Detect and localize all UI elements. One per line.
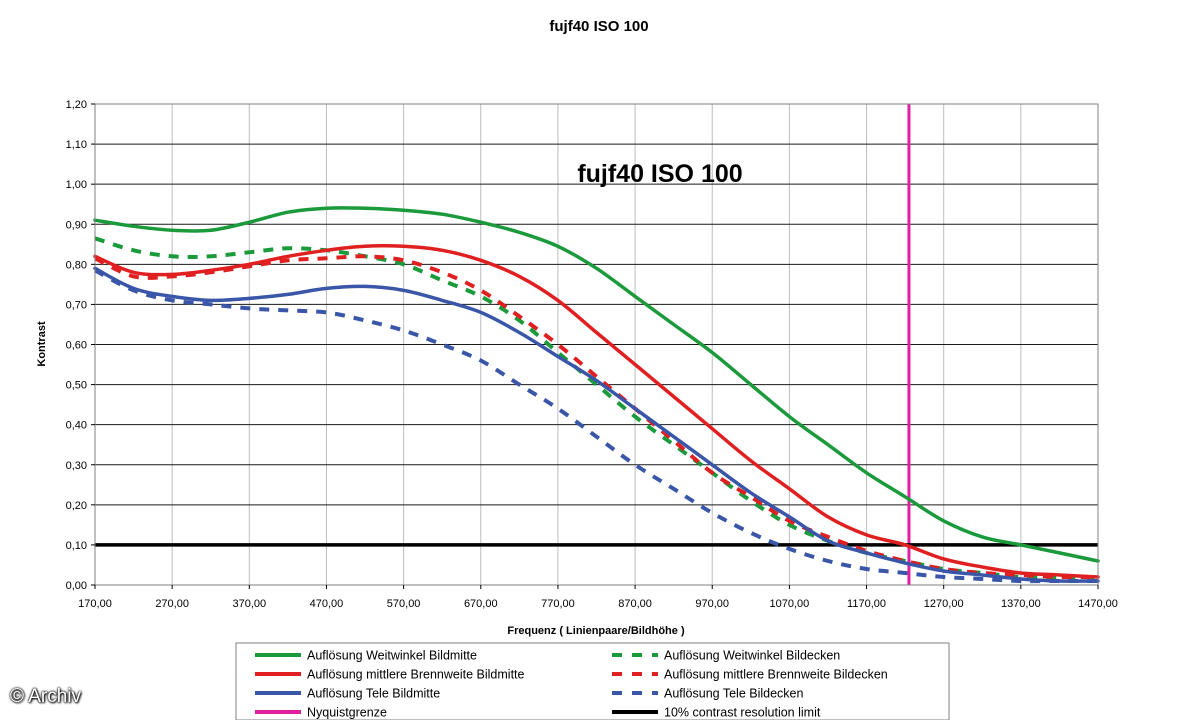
- watermark: © Archiv: [10, 686, 82, 707]
- y-tick-label: 0,90: [66, 219, 87, 231]
- series-layer: [93, 206, 1100, 584]
- x-tick-label: 1070,00: [770, 598, 810, 610]
- legend-label: Auflösung Weitwinkel Bildmitte: [307, 649, 477, 663]
- x-tick-label: 1370,00: [1001, 598, 1041, 610]
- series-line: [94, 268, 1098, 584]
- y-tick-label: 0,10: [66, 540, 87, 552]
- x-tick-label: 1270,00: [924, 598, 964, 610]
- y-tick-label: 1,10: [66, 139, 87, 151]
- series-line: [93, 244, 1100, 579]
- series-line: [93, 206, 1100, 563]
- y-axis-ticks: 0,00 0,10 0,20 0,30 0,40 0,50 0,60 0,70 0,80 0,90…: [66, 99, 95, 592]
- legend-label: Auflösung Weitwinkel Bildecken: [664, 649, 840, 663]
- legend-label: Auflösung mittlere Brennweite Bildmitte: [307, 668, 525, 682]
- reference-lines: [95, 104, 1098, 585]
- x-tick-label: 770,00: [541, 598, 575, 610]
- x-tick-label: 370,00: [232, 598, 266, 610]
- y-tick-label: 0,30: [66, 460, 87, 472]
- y-tick-label: 0,40: [66, 420, 87, 432]
- y-axis-title: Kontrast: [36, 321, 48, 367]
- y-tick-label: 0,20: [66, 500, 87, 512]
- x-tick-label: 170,00: [78, 598, 112, 610]
- legend-label: Nyquistgrenze: [307, 706, 387, 720]
- y-tick-label: 1,20: [66, 99, 87, 111]
- x-axis-ticks: 170,00 270,00 370,00 470,00 570,00 670,00 770,…: [78, 585, 1118, 610]
- x-tick-label: 670,00: [464, 598, 498, 610]
- x-tick-label: 270,00: [155, 598, 189, 610]
- y-tick-label: 0,80: [66, 259, 87, 271]
- legend-label: 10% contrast resolution limit: [664, 706, 821, 720]
- legend: Auflösung Weitwinkel Bildmitte Auflösung …: [255, 649, 888, 720]
- series-line: [94, 254, 1099, 580]
- x-axis-title: Frequenz ( Linienpaare/Bildhöhe ): [507, 625, 685, 637]
- x-tick-label: 1470,00: [1078, 598, 1118, 610]
- legend-label: Auflösung Tele Bildecken: [664, 687, 803, 701]
- x-tick-label: 1170,00: [847, 598, 886, 610]
- x-tick-label: 970,00: [695, 598, 729, 610]
- series-line: [94, 236, 1098, 580]
- x-tick-label: 870,00: [618, 598, 652, 610]
- legend-label: Auflösung mittlere Brennweite Bildecken: [664, 668, 888, 682]
- chart-inner-title: fujf40 ISO 100: [577, 160, 742, 188]
- x-tick-label: 470,00: [310, 598, 344, 610]
- chart-title: fujf40 ISO 100: [549, 18, 648, 35]
- y-tick-label: 0,50: [66, 380, 87, 392]
- legend-box: [235, 642, 950, 720]
- y-tick-label: 1,00: [66, 179, 87, 191]
- y-tick-label: 0,00: [66, 580, 87, 592]
- series-line: [93, 266, 1100, 583]
- y-tick-label: 0,70: [66, 299, 87, 311]
- legend-label: Auflösung Tele Bildmitte: [307, 687, 440, 701]
- x-tick-label: 570,00: [387, 598, 421, 610]
- y-tick-label: 0,60: [66, 340, 87, 352]
